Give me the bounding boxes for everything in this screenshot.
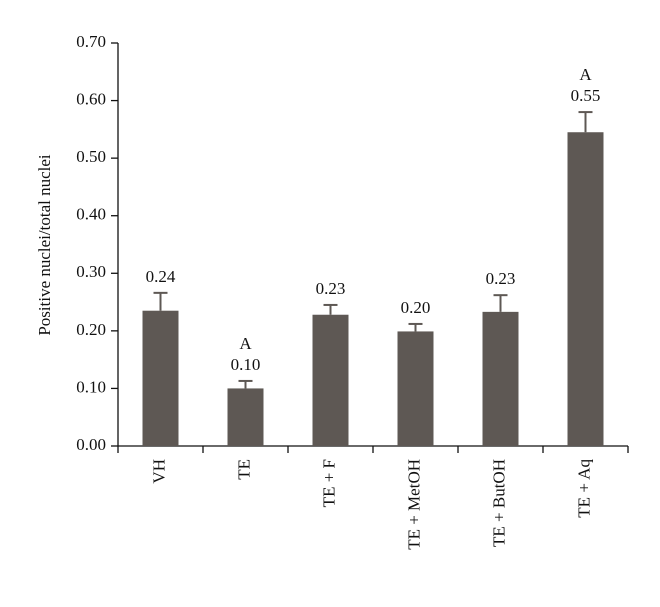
x-tick-label: TE + Aq: [574, 459, 593, 518]
y-axis-label: Positive nuclei/total nuclei: [35, 154, 54, 336]
y-tick-label: 0.00: [76, 435, 106, 454]
value-label: 0.55: [571, 86, 601, 105]
bar: [142, 310, 179, 446]
value-label: 0.23: [316, 279, 346, 298]
y-tick-label: 0.10: [76, 377, 106, 396]
y-tick-label: 0.30: [76, 262, 106, 281]
value-label: 0.24: [146, 267, 176, 286]
y-tick-label: 0.70: [76, 32, 106, 51]
bar: [482, 311, 519, 446]
x-tick-label: TE: [234, 459, 253, 480]
y-tick-label: 0.50: [76, 147, 106, 166]
bar: [567, 132, 604, 446]
annotation: A: [239, 334, 252, 353]
bar: [312, 314, 349, 446]
annotation: A: [579, 65, 592, 84]
bar: [397, 331, 434, 446]
value-label: 0.20: [401, 298, 431, 317]
x-tick-label: TE + ButOH: [489, 459, 508, 547]
x-tick-label: TE + F: [319, 459, 338, 507]
bar: [227, 388, 264, 446]
x-tick-label: VH: [149, 459, 168, 484]
y-tick-label: 0.40: [76, 205, 106, 224]
value-label: 0.10: [231, 355, 261, 374]
x-tick-label: TE + MetOH: [404, 459, 423, 550]
value-label: 0.23: [486, 269, 516, 288]
y-tick-label: 0.20: [76, 320, 106, 339]
y-tick-label: 0.60: [76, 89, 106, 108]
